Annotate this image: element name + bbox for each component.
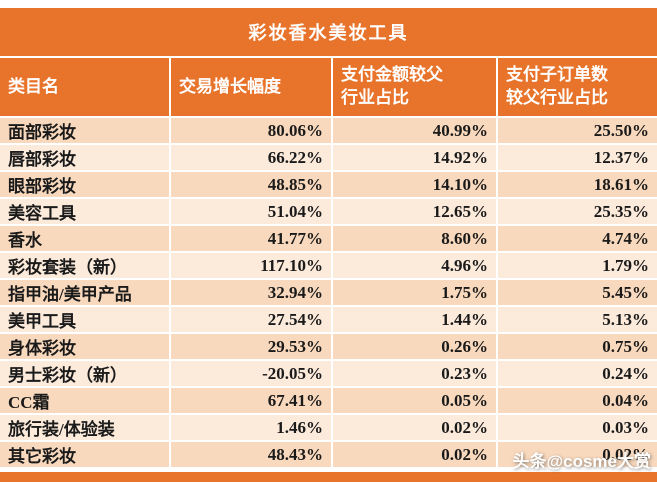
category-cell: 身体彩妆	[0, 333, 171, 361]
table-row: 香水 41.77% 8.60% 4.74%	[0, 225, 657, 253]
table-row: 唇部彩妆 66.22% 14.92% 12.37%	[0, 144, 657, 172]
category-cell: 美容工具	[0, 198, 171, 226]
value-cell: 1.46%	[170, 414, 333, 442]
table-row: 眼部彩妆 48.85% 14.10% 18.61%	[0, 171, 657, 199]
table-row: 美容工具 51.04% 12.65% 25.35%	[0, 198, 657, 226]
table-row: 旅行装/体验装 1.46% 0.02% 0.03%	[0, 414, 657, 442]
table-row: CC霜 67.41% 0.05% 0.04%	[0, 387, 657, 415]
value-cell: 0.04%	[497, 387, 657, 415]
value-cell: 1.44%	[332, 306, 498, 334]
category-cell: 旅行装/体验装	[0, 414, 171, 442]
value-cell: 0.75%	[497, 333, 657, 361]
value-cell: 1.79%	[497, 252, 657, 280]
value-cell: 0.02%	[332, 441, 498, 469]
header-payment-share: 支付金额较父 行业占比	[332, 58, 498, 118]
value-cell: 12.37%	[497, 144, 657, 172]
table-header: 类目名 交易增长幅度 支付金额较父 行业占比 支付子订单数 较父行业占比	[0, 58, 657, 118]
value-cell: 0.03%	[497, 414, 657, 442]
value-cell: 29.53%	[170, 333, 333, 361]
value-cell: 80.06%	[170, 117, 333, 145]
value-cell: -20.05%	[170, 360, 333, 388]
category-cell: 美甲工具	[0, 306, 171, 334]
value-cell: 14.92%	[332, 144, 498, 172]
value-cell: 51.04%	[170, 198, 333, 226]
header-row: 类目名 交易增长幅度 支付金额较父 行业占比 支付子订单数 较父行业占比	[0, 58, 657, 118]
value-cell: 25.50%	[497, 117, 657, 145]
value-cell: 8.60%	[332, 225, 498, 253]
category-cell: 香水	[0, 225, 171, 253]
value-cell: 66.22%	[170, 144, 333, 172]
header-suborder-share: 支付子订单数 较父行业占比	[497, 58, 657, 118]
value-cell: 0.23%	[332, 360, 498, 388]
value-cell: 4.96%	[332, 252, 498, 280]
category-cell: 眼部彩妆	[0, 171, 171, 199]
category-data-table: 类目名 交易增长幅度 支付金额较父 行业占比 支付子订单数 较父行业占比 面部彩…	[0, 58, 657, 469]
table-row: 指甲油/美甲产品 32.94% 1.75% 5.45%	[0, 279, 657, 307]
value-cell: 12.65%	[332, 198, 498, 226]
category-cell: 唇部彩妆	[0, 144, 171, 172]
table-title: 彩妆香水美妆工具	[0, 8, 657, 56]
table-row: 彩妆套装（新） 117.10% 4.96% 1.79%	[0, 252, 657, 280]
category-cell: 指甲油/美甲产品	[0, 279, 171, 307]
value-cell: 0.26%	[332, 333, 498, 361]
value-cell: 5.13%	[497, 306, 657, 334]
value-cell: 1.75%	[332, 279, 498, 307]
category-cell: 男士彩妆（新）	[0, 360, 171, 388]
value-cell: 25.35%	[497, 198, 657, 226]
table-row: 其它彩妆 48.43% 0.02% 0.02%	[0, 441, 657, 469]
value-cell: 41.77%	[170, 225, 333, 253]
table-row: 身体彩妆 29.53% 0.26% 0.75%	[0, 333, 657, 361]
category-cell: 面部彩妆	[0, 117, 171, 145]
category-cell: CC霜	[0, 387, 171, 415]
value-cell: 40.99%	[332, 117, 498, 145]
category-cell: 彩妆套装（新）	[0, 252, 171, 280]
value-cell: 27.54%	[170, 306, 333, 334]
category-cell: 其它彩妆	[0, 441, 171, 469]
footer-bar	[0, 472, 657, 482]
value-cell: 4.74%	[497, 225, 657, 253]
value-cell: 48.85%	[170, 171, 333, 199]
value-cell: 32.94%	[170, 279, 333, 307]
value-cell: 0.05%	[332, 387, 498, 415]
value-cell: 5.45%	[497, 279, 657, 307]
value-cell: 18.61%	[497, 171, 657, 199]
table-body: 面部彩妆 80.06% 40.99% 25.50% 唇部彩妆 66.22% 14.92% 12…	[0, 117, 657, 469]
header-category: 类目名	[0, 58, 171, 118]
table-row: 男士彩妆（新） -20.05% 0.23% 0.24%	[0, 360, 657, 388]
header-growth: 交易增长幅度	[170, 58, 333, 118]
table-row: 美甲工具 27.54% 1.44% 5.13%	[0, 306, 657, 334]
table-row: 面部彩妆 80.06% 40.99% 25.50%	[0, 117, 657, 145]
value-cell: 48.43%	[170, 441, 333, 469]
value-cell: 0.02%	[332, 414, 498, 442]
value-cell: 0.24%	[497, 360, 657, 388]
value-cell: 117.10%	[170, 252, 333, 280]
value-cell: 14.10%	[332, 171, 498, 199]
value-cell: 67.41%	[170, 387, 333, 415]
value-cell: 0.02%	[497, 441, 657, 469]
